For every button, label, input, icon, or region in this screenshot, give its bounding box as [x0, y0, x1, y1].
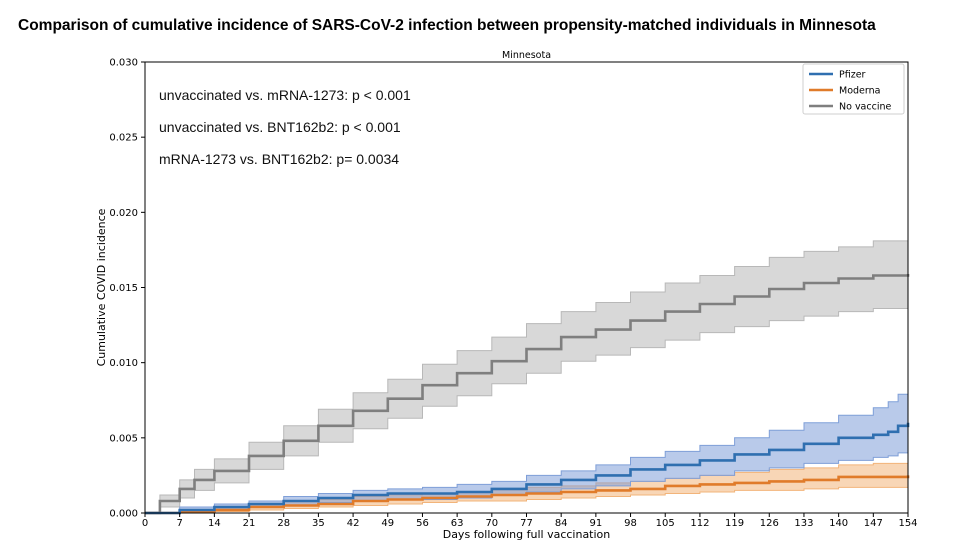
x-tick-label: 28: [277, 518, 290, 529]
figure-title: Comparison of cumulative incidence of SA…: [18, 17, 876, 34]
legend: Pfizer Moderna No vaccine: [802, 63, 905, 115]
p-value-annotation: unvaccinated vs. BNT162b2: p < 0.001: [159, 119, 401, 135]
x-tick-label: 70: [485, 518, 498, 529]
x-tick-label: 0: [142, 518, 148, 529]
legend-label: Moderna: [839, 86, 880, 97]
y-tick-label: 0.025: [109, 133, 138, 144]
x-tick-label: 140: [829, 518, 848, 529]
legend-label: No vaccine: [839, 102, 891, 113]
y-axis-ticks: 0.000 0.005 0.010 0.015 0.020 0.025 0.030: [109, 58, 145, 520]
x-tick-label: 112: [690, 518, 709, 529]
x-tick-label: 35: [312, 518, 325, 529]
y-tick-label: 0.030: [109, 58, 138, 69]
x-tick-label: 14: [208, 518, 221, 529]
y-tick-label: 0.015: [109, 283, 138, 294]
x-tick-label: 105: [656, 518, 675, 529]
x-tick-label: 49: [381, 518, 394, 529]
y-tick-label: 0.005: [109, 433, 138, 444]
legend-box: [802, 63, 905, 115]
x-tick-label: 7: [176, 518, 182, 529]
y-tick-label: 0.010: [109, 358, 138, 369]
legend-label: Pfizer: [839, 70, 866, 81]
x-axis-ticks: 0 7 14 21 28 35 42 49 56 63 70 77 84 91 98 105 112 119 126…: [142, 513, 918, 529]
x-tick-label: 98: [624, 518, 637, 529]
y-axis-label: Cumulative COVID incidence: [95, 208, 108, 366]
chart-title: Minnesota: [502, 50, 551, 61]
p-value-annotation: unvaccinated vs. mRNA-1273: p < 0.001: [159, 87, 411, 103]
x-tick-label: 126: [760, 518, 779, 529]
confidence-bands: [145, 240, 909, 514]
series-line-moderna: [145, 475, 910, 515]
x-axis-label: Days following full vaccination: [443, 528, 611, 541]
p-value-annotations: unvaccinated vs. mRNA-1273: p < 0.001 unv…: [159, 87, 411, 167]
p-value-annotation: mRNA-1273 vs. BNT162b2: p= 0.0034: [159, 151, 399, 167]
x-tick-label: 133: [794, 518, 813, 529]
x-tick-label: 91: [589, 518, 602, 529]
x-tick-label: 84: [555, 518, 568, 529]
y-tick-label: 0.020: [109, 208, 138, 219]
y-tick-label: 0.000: [109, 509, 138, 520]
x-tick-label: 21: [243, 518, 256, 529]
x-tick-label: 119: [725, 518, 744, 529]
x-tick-label: 63: [451, 518, 464, 529]
x-tick-label: 56: [416, 518, 429, 529]
x-tick-label: 147: [864, 518, 883, 529]
x-tick-label: 42: [347, 518, 360, 529]
series-line-pfizer: [145, 422, 910, 515]
x-tick-label: 154: [898, 518, 917, 529]
series-lines: [145, 274, 910, 515]
series-line-no-vaccine: [145, 274, 910, 515]
x-tick-label: 77: [520, 518, 533, 529]
